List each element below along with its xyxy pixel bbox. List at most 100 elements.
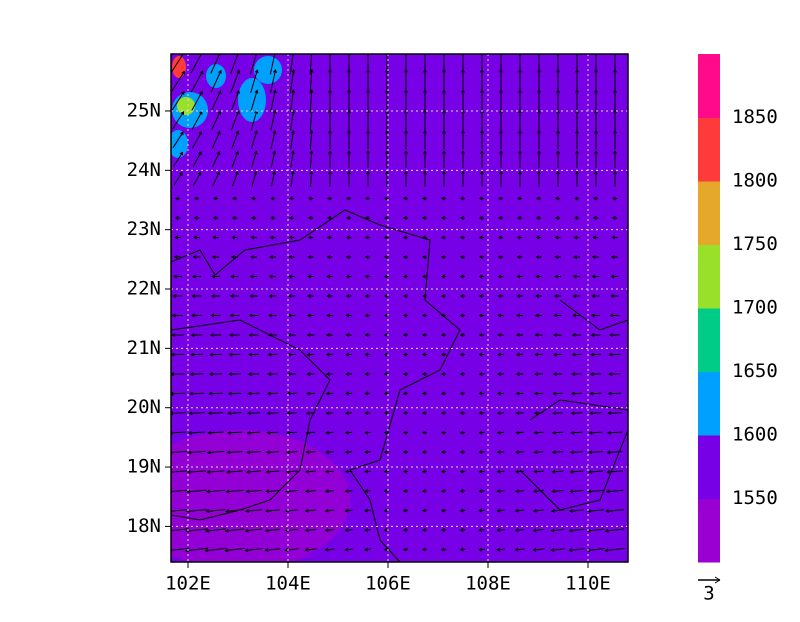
wind-arrow bbox=[402, 391, 409, 396]
wind-arrow bbox=[250, 69, 259, 93]
wind-arrow bbox=[247, 391, 260, 396]
wind-arrow bbox=[192, 131, 203, 149]
wind-arrow bbox=[554, 255, 561, 259]
wind-arrow bbox=[402, 528, 409, 532]
wind-arrow bbox=[605, 509, 624, 514]
wind-arrow bbox=[364, 489, 371, 494]
wind-arrow bbox=[459, 430, 466, 435]
wind-arrow bbox=[499, 129, 503, 150]
wind-arrow bbox=[270, 196, 276, 201]
wind-arrow bbox=[364, 450, 371, 454]
wind-arrow bbox=[478, 294, 485, 298]
wind-arrow bbox=[171, 547, 190, 551]
field-region bbox=[206, 64, 226, 88]
field-region bbox=[172, 56, 186, 78]
wind-arrow bbox=[289, 54, 294, 75]
wind-arrow bbox=[325, 430, 334, 435]
wind-arrow bbox=[441, 235, 447, 240]
wind-arrow bbox=[190, 352, 203, 357]
wind-arrow bbox=[608, 372, 621, 377]
wind-arrow bbox=[588, 450, 603, 455]
wind-arrow bbox=[325, 352, 334, 357]
wind-arrow bbox=[207, 411, 224, 416]
wind-arrow bbox=[499, 89, 503, 112]
wind-arrow bbox=[174, 235, 181, 240]
colorbar-label: 1850 bbox=[732, 106, 778, 128]
wind-arrow bbox=[344, 547, 353, 552]
wind-arrow bbox=[228, 352, 241, 357]
wind-arrow bbox=[478, 508, 485, 513]
wind-arrow bbox=[550, 528, 565, 533]
wind-arrow bbox=[496, 528, 505, 533]
wind-arrow bbox=[344, 508, 353, 513]
wind-arrow bbox=[345, 313, 352, 318]
wind-arrow bbox=[193, 235, 200, 240]
wind-arrow bbox=[192, 254, 201, 259]
colorbar-segment bbox=[698, 181, 720, 245]
wind-arrow bbox=[171, 411, 186, 416]
colorbar-label: 1800 bbox=[732, 170, 778, 192]
wind-arrow bbox=[478, 469, 485, 474]
wind-arrow bbox=[230, 69, 241, 93]
wind-arrow bbox=[307, 294, 314, 298]
wind-arrow bbox=[328, 150, 332, 168]
wind-arrow bbox=[265, 508, 280, 513]
wind-arrow bbox=[248, 352, 259, 357]
wind-arrow bbox=[225, 489, 244, 494]
wind-arrow bbox=[345, 216, 352, 220]
wind-arrow bbox=[440, 469, 447, 474]
reference-arrowhead bbox=[714, 576, 721, 584]
wind-arrow bbox=[383, 294, 390, 298]
wind-arrow bbox=[248, 333, 259, 338]
wind-arrow bbox=[590, 333, 601, 338]
wind-arrow bbox=[208, 372, 223, 377]
wind-arrow bbox=[496, 469, 505, 474]
wind-arrow bbox=[516, 274, 523, 279]
wind-arrow bbox=[440, 430, 447, 435]
wind-arrow bbox=[440, 528, 447, 532]
wind-arrow bbox=[171, 352, 185, 357]
wind-arrow bbox=[459, 508, 466, 513]
wind-arrow bbox=[344, 528, 353, 533]
wind-arrow bbox=[383, 235, 390, 240]
wind-arrow bbox=[422, 255, 428, 259]
y-tick-label: 19N bbox=[127, 456, 161, 478]
wind-arrow bbox=[325, 391, 334, 396]
wind-arrow bbox=[575, 129, 579, 150]
wind-arrow bbox=[251, 150, 258, 168]
wind-arrow bbox=[570, 411, 583, 416]
wind-arrow bbox=[535, 216, 542, 220]
wind-arrow bbox=[478, 255, 485, 259]
wind-arrow bbox=[325, 372, 334, 377]
wind-arrow bbox=[537, 109, 541, 131]
wind-arrow bbox=[325, 450, 334, 455]
wind-arrow bbox=[190, 70, 204, 93]
wind-arrow bbox=[613, 109, 617, 131]
wind-arrow bbox=[269, 235, 276, 240]
wind-arrow bbox=[366, 129, 370, 150]
wind-arrow bbox=[248, 313, 259, 318]
wind-arrow bbox=[604, 528, 625, 533]
wind-arrow bbox=[225, 509, 244, 514]
wind-arrow bbox=[568, 528, 585, 533]
wind-arrow bbox=[478, 489, 485, 494]
wind-arrow bbox=[535, 235, 542, 240]
wind-arrow bbox=[496, 411, 505, 416]
wind-arrow bbox=[613, 129, 617, 150]
wind-arrow bbox=[211, 130, 221, 149]
wind-arrow bbox=[287, 313, 296, 318]
wind-arrow bbox=[266, 391, 279, 396]
wind-arrow bbox=[288, 235, 295, 240]
wind-arrow bbox=[227, 411, 242, 416]
wind-arrow bbox=[571, 333, 582, 337]
x-tick-label: 102E bbox=[165, 573, 211, 595]
wind-arrow bbox=[211, 110, 222, 130]
wind-arrow bbox=[185, 508, 208, 514]
wind-arrow bbox=[402, 372, 409, 376]
wind-arrow bbox=[478, 391, 485, 396]
wind-arrow bbox=[612, 196, 618, 201]
wind-arrow bbox=[550, 508, 565, 513]
wind-arrow bbox=[442, 109, 446, 131]
wind-arrow bbox=[402, 411, 409, 415]
